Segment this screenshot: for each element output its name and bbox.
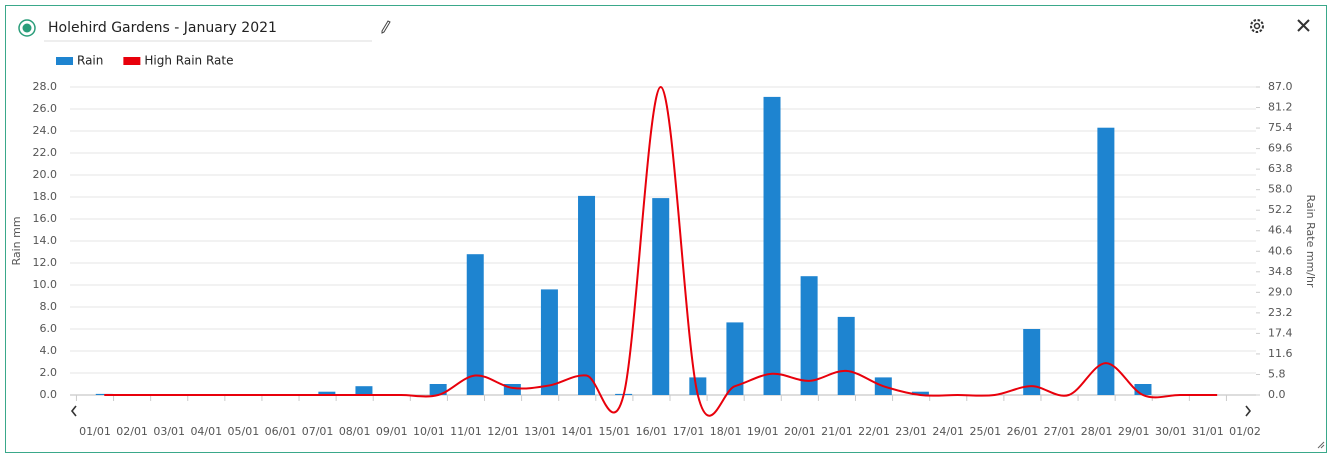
y2-tick-label: 0.0 <box>1268 388 1286 401</box>
bar <box>763 96 781 396</box>
resize-handle <box>1317 441 1325 449</box>
legend-label: High Rain Rate <box>144 54 233 68</box>
x-tick-label: 01/01 <box>79 425 111 438</box>
x-tick-label: 22/01 <box>858 425 890 438</box>
y2-tick-label: 81.2 <box>1268 101 1293 114</box>
bar <box>1134 384 1152 395</box>
x-tick-label: 04/01 <box>190 425 222 438</box>
y-axis-title: Rain mm <box>10 216 23 265</box>
x-tick-label: 12/01 <box>487 425 519 438</box>
y2-tick-label: 40.6 <box>1268 244 1293 257</box>
y2-tick-label: 58.0 <box>1268 183 1293 196</box>
settings-icon[interactable] <box>1250 19 1264 33</box>
y2-tick-label: 46.4 <box>1268 224 1293 237</box>
x-tick-label: 01/02 <box>1229 425 1261 438</box>
y-tick-label: 24.0 <box>33 124 58 137</box>
y2-tick-label: 52.2 <box>1268 203 1293 216</box>
bar <box>540 289 558 395</box>
bar <box>911 391 929 395</box>
x-tick-label: 13/01 <box>524 425 556 438</box>
x-tick-label: 28/01 <box>1081 425 1113 438</box>
bar <box>503 384 521 395</box>
x-tick-label: 11/01 <box>450 425 482 438</box>
bar <box>837 316 855 395</box>
y-tick-label: 12.0 <box>33 256 58 269</box>
bar <box>466 254 484 395</box>
y2-tick-label: 34.8 <box>1268 265 1293 278</box>
y-tick-label: 28.0 <box>33 80 58 93</box>
edit-icon[interactable] <box>381 20 391 34</box>
y2-tick-label: 87.0 <box>1268 80 1293 93</box>
y2-tick-label: 63.8 <box>1268 162 1293 175</box>
x-tick-label: 03/01 <box>153 425 185 438</box>
y-tick-label: 14.0 <box>33 234 58 247</box>
y-tick-label: 2.0 <box>40 366 58 379</box>
x-tick-label: 23/01 <box>895 425 927 438</box>
x-tick-label: 07/01 <box>302 425 334 438</box>
y-tick-label: 4.0 <box>40 344 58 357</box>
status-icon[interactable] <box>18 19 36 37</box>
prev-arrow[interactable] <box>70 405 77 417</box>
x-tick-label: 31/01 <box>1192 425 1224 438</box>
bar <box>318 391 336 395</box>
x-tick-label: 15/01 <box>599 425 631 438</box>
bar <box>800 276 818 395</box>
y-tick-label: 22.0 <box>33 146 58 159</box>
x-tick-label: 17/01 <box>673 425 705 438</box>
close-icon[interactable] <box>1297 19 1310 32</box>
y2-tick-label: 23.2 <box>1268 306 1293 319</box>
y2-axis-title: Rain Rate mm/hr <box>1304 194 1317 287</box>
x-tick-label: 26/01 <box>1007 425 1039 438</box>
x-tick-label: 25/01 <box>969 425 1001 438</box>
y-tick-label: 8.0 <box>40 300 58 313</box>
chart-title: Holehird Gardens - January 2021 <box>48 20 277 36</box>
y2-tick-label: 75.4 <box>1268 121 1293 134</box>
x-tick-label: 21/01 <box>821 425 853 438</box>
x-tick-label: 14/01 <box>561 425 593 438</box>
status-dot <box>22 23 32 33</box>
legend-label: Rain <box>77 54 103 68</box>
x-tick-label: 19/01 <box>747 425 779 438</box>
x-tick-label: 08/01 <box>339 425 371 438</box>
y2-tick-label: 29.0 <box>1268 285 1293 298</box>
y2-tick-label: 17.4 <box>1268 326 1293 339</box>
x-tick-label: 29/01 <box>1118 425 1150 438</box>
bar <box>726 322 744 395</box>
y-tick-label: 16.0 <box>33 212 58 225</box>
y2-tick-label: 5.8 <box>1268 367 1286 380</box>
x-tick-label: 20/01 <box>784 425 816 438</box>
x-tick-label: 02/01 <box>116 425 148 438</box>
x-tick-label: 10/01 <box>413 425 445 438</box>
x-tick-label: 09/01 <box>376 425 408 438</box>
bar <box>1097 127 1115 395</box>
next-arrow[interactable] <box>1245 405 1252 417</box>
bar <box>652 198 670 395</box>
line <box>104 85 1218 417</box>
y-tick-label: 6.0 <box>40 322 58 335</box>
bar <box>429 384 447 395</box>
bar <box>689 377 707 395</box>
bar <box>355 386 373 395</box>
bar <box>578 195 596 395</box>
x-tick-label: 27/01 <box>1044 425 1076 438</box>
y-tick-label: 26.0 <box>33 102 58 115</box>
x-tick-label: 16/01 <box>636 425 668 438</box>
x-tick-label: 06/01 <box>265 425 297 438</box>
y-tick-label: 0.0 <box>40 388 58 401</box>
x-tick-label: 24/01 <box>932 425 964 438</box>
y-tick-label: 18.0 <box>33 190 58 203</box>
y2-tick-label: 69.6 <box>1268 142 1293 155</box>
legend-swatch <box>123 57 141 65</box>
x-tick-label: 18/01 <box>710 425 742 438</box>
y-tick-label: 10.0 <box>33 278 58 291</box>
x-tick-label: 05/01 <box>228 425 260 438</box>
legend-swatch <box>56 57 73 65</box>
bar <box>1023 329 1041 395</box>
y-tick-label: 20.0 <box>33 168 58 181</box>
x-tick-label: 30/01 <box>1155 425 1187 438</box>
y2-tick-label: 11.6 <box>1268 347 1293 360</box>
